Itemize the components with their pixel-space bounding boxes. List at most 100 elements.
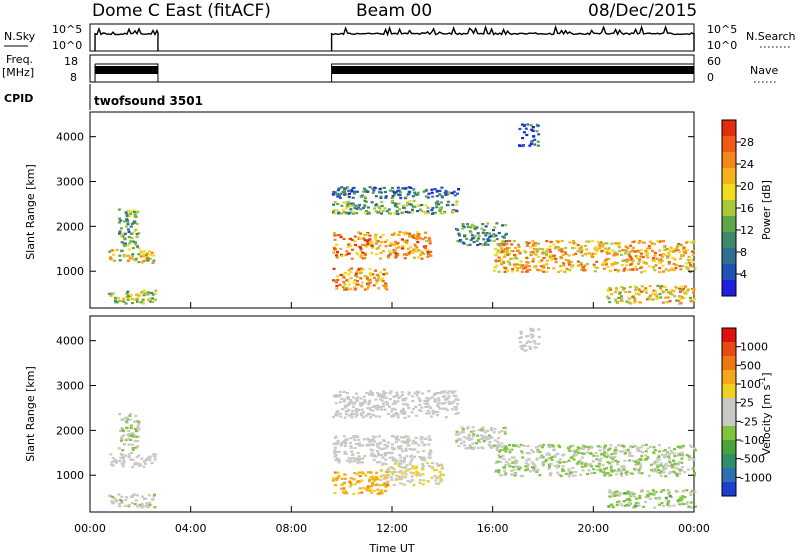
range-gate-cell: [622, 446, 626, 449]
range-gate-cell: [362, 237, 366, 240]
range-gate-cell: [408, 232, 412, 235]
range-gate-cell: [505, 460, 509, 463]
range-gate-cell: [361, 457, 365, 460]
range-gate-cell: [681, 444, 685, 447]
range-gate-cell: [515, 263, 519, 266]
range-gate-cell: [631, 249, 635, 252]
range-gate-cell: [589, 463, 593, 466]
colorbar-swatch: [722, 454, 736, 469]
range-gate-cell: [397, 246, 401, 249]
range-gate-cell: [384, 396, 388, 399]
range-gate-cell: [369, 408, 372, 412]
range-gate-cell: [349, 414, 353, 417]
range-gate-cell: [668, 292, 672, 295]
range-gate-cell: [404, 473, 408, 476]
range-gate-cell: [384, 245, 388, 248]
range-gate-cell: [511, 270, 515, 273]
range-gate-cell: [343, 481, 346, 484]
range-gate-cell: [528, 345, 532, 348]
range-gate-cell: [368, 267, 372, 271]
range-gate-cell: [426, 462, 430, 465]
range-gate-cell: [413, 191, 416, 194]
range-gate-cell: [521, 456, 525, 459]
range-gate-cell: [359, 277, 363, 280]
range-gate-cell: [477, 439, 480, 442]
range-gate-cell: [381, 456, 385, 459]
range-gate-cell: [454, 398, 458, 401]
range-gate-cell: [615, 463, 619, 466]
range-gate-cell: [505, 246, 509, 250]
range-gate-cell: [440, 473, 443, 476]
range-gate-cell: [357, 438, 361, 441]
range-gate-cell: [620, 474, 624, 477]
range-gate-cell: [435, 404, 439, 407]
range-gate-cell: [331, 193, 335, 196]
range-gate-cell: [492, 431, 496, 434]
range-gate-cell: [333, 455, 337, 458]
range-gate-cell: [444, 189, 448, 192]
range-gate-cell: [334, 477, 338, 480]
range-gate-cell: [384, 400, 388, 403]
range-gate-cell: [657, 468, 661, 471]
range-gate-cell: [421, 458, 425, 461]
range-gate-cell: [374, 455, 378, 458]
range-gate-cell: [374, 398, 378, 401]
range-gate-cell: [547, 266, 550, 269]
range-gate-cell: [373, 479, 377, 482]
range-gate-cell: [376, 488, 380, 491]
range-gate-cell: [543, 460, 547, 463]
range-gate-cell: [402, 436, 406, 439]
range-gate-cell: [581, 469, 585, 472]
range-gate-cell: [126, 290, 130, 293]
beam-title: Beam 00: [356, 1, 432, 21]
range-gate-cell: [385, 483, 389, 486]
range-gate-cell: [129, 296, 133, 299]
range-gate-cell: [689, 263, 693, 266]
range-gate-cell: [416, 193, 420, 196]
range-gate-cell: [672, 290, 676, 293]
range-gate-cell: [625, 249, 629, 253]
range-gate-cell: [524, 335, 528, 338]
range-gate-cell: [649, 463, 653, 466]
range-gate-cell: [585, 262, 589, 266]
range-gate-cell: [685, 249, 689, 252]
range-gate-cell: [410, 475, 414, 478]
range-gate-cell: [411, 465, 415, 468]
range-gate-cell: [637, 241, 641, 244]
range-gate-cell: [395, 247, 399, 250]
range-gate-cell: [440, 479, 444, 482]
range-gate-cell: [129, 225, 133, 228]
range-gate-cell: [414, 405, 418, 409]
range-gate-cell: [430, 461, 434, 465]
range-gate-cell: [393, 212, 396, 215]
range-gate-cell: [421, 463, 425, 466]
colorbar-tick-label: 12: [740, 224, 754, 237]
range-gate-cell: [405, 253, 409, 257]
range-gate-cell: [630, 446, 633, 449]
range-gate-cell: [605, 258, 609, 261]
power-colorbar-label: Power [dB]: [760, 180, 773, 240]
range-gate-cell: [522, 344, 526, 347]
range-gate-cell: [423, 246, 427, 249]
range-gate-cell: [630, 491, 634, 494]
range-gate-cell: [512, 239, 516, 243]
range-gate-cell: [405, 242, 409, 245]
range-gate-cell: [393, 408, 397, 411]
range-gate-cell: [380, 448, 383, 451]
range-gate-cell: [135, 456, 139, 459]
range-gate-cell: [349, 399, 353, 402]
range-gate-cell: [118, 413, 121, 416]
range-gate-cell: [541, 464, 545, 467]
range-gate-cell: [688, 270, 692, 273]
range-gate-cell: [343, 477, 347, 480]
range-gate-cell: [388, 451, 392, 454]
colorbar-swatch: [722, 440, 736, 455]
range-gate-cell: [363, 288, 367, 291]
range-gate-cell: [670, 293, 674, 296]
range-gate-cell: [406, 201, 409, 204]
range-gate-cell: [355, 392, 359, 395]
range-gate-cell: [675, 263, 678, 266]
range-gate-cell: [468, 243, 472, 246]
range-gate-cell: [407, 186, 411, 189]
